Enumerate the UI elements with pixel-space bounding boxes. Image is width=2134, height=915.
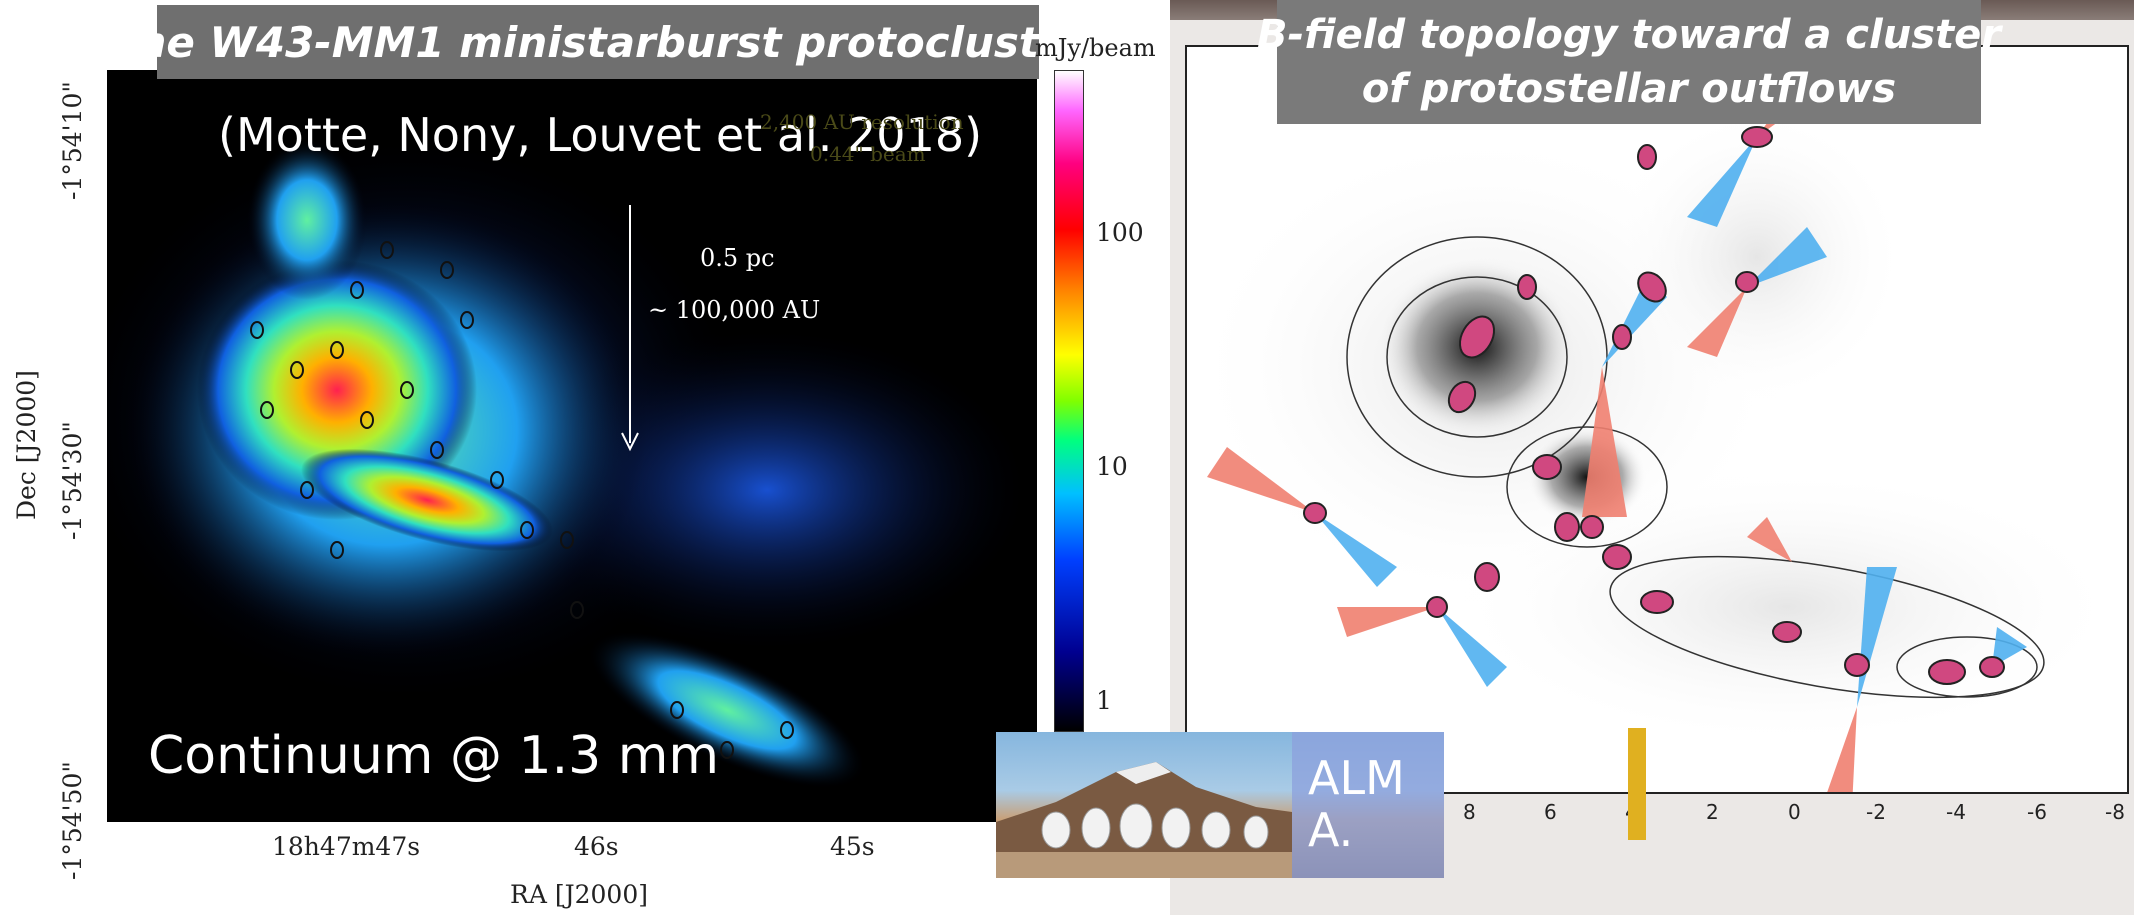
bfield-map-image — [1187, 67, 2127, 792]
alma-antennas-icon — [996, 762, 1292, 878]
bfield-title-line: of protostellar outflows — [1361, 66, 1897, 112]
continuum-map — [107, 70, 1037, 822]
citation: (Motte, Nony, Louvet et al. 2018) — [218, 108, 983, 162]
marker-bar — [1628, 728, 1646, 840]
y-axis-label: Dec [J2000] — [12, 370, 41, 520]
bfield-title-line: B-field topology toward a cluster — [1257, 12, 2001, 58]
y-tick: -1°54'30" — [58, 421, 87, 540]
plot-x-tick: 2 — [1706, 800, 1719, 824]
plot-x-tick: -8 — [2105, 800, 2125, 824]
x-tick: 46s — [574, 832, 619, 861]
plot-x-tick: 8 — [1463, 800, 1476, 824]
colorbar-tick: 100 — [1096, 218, 1144, 247]
bfield-map — [1185, 45, 2129, 794]
alma-label-box — [1292, 732, 1444, 878]
beam-note: 0.44" beam — [810, 142, 926, 166]
x-tick: 18h47m47s — [272, 832, 421, 861]
colorbar-tick: 10 — [1096, 452, 1128, 481]
x-tick: 45s — [830, 832, 875, 861]
plot-x-tick: 0 — [1788, 800, 1801, 824]
plot-x-tick: -2 — [1866, 800, 1886, 824]
continuum-panel: The W43-MM1 ministarburst protocluster (… — [0, 0, 1170, 915]
plot-x-tick: 6 — [1544, 800, 1557, 824]
title-banner: The W43-MM1 ministarburst protocluster — [108, 5, 1088, 79]
panel-title: The W43-MM1 ministarburst protocluster — [107, 17, 1089, 67]
alma-logo: ALMA. — [996, 732, 1444, 878]
alma-label: ALMA. — [1308, 751, 1405, 857]
plot-x-tick: -4 — [1946, 800, 1966, 824]
scale-arrow-icon — [621, 205, 639, 452]
scale-equivalent: ~ 100,000 AU — [648, 296, 821, 324]
colorbar-unit: mJy/beam — [1035, 34, 1156, 62]
y-tick: -1°54'10" — [58, 81, 87, 200]
scale-length: 0.5 pc — [700, 244, 775, 272]
continuum-map-image — [107, 70, 1037, 822]
y-tick: -1°54'50" — [58, 761, 87, 880]
colorbar-tick: 1 — [1096, 686, 1112, 715]
band-label: Continuum @ 1.3 mm — [148, 726, 720, 786]
colorbar — [1054, 70, 1084, 732]
bfield-title-banner: B-field topology toward a cluster of pro… — [1257, 0, 2001, 124]
plot-x-tick: -6 — [2027, 800, 2047, 824]
x-axis-label: RA [J2000] — [510, 880, 648, 909]
resolution-note: 2,400 AU resolution — [760, 110, 964, 134]
